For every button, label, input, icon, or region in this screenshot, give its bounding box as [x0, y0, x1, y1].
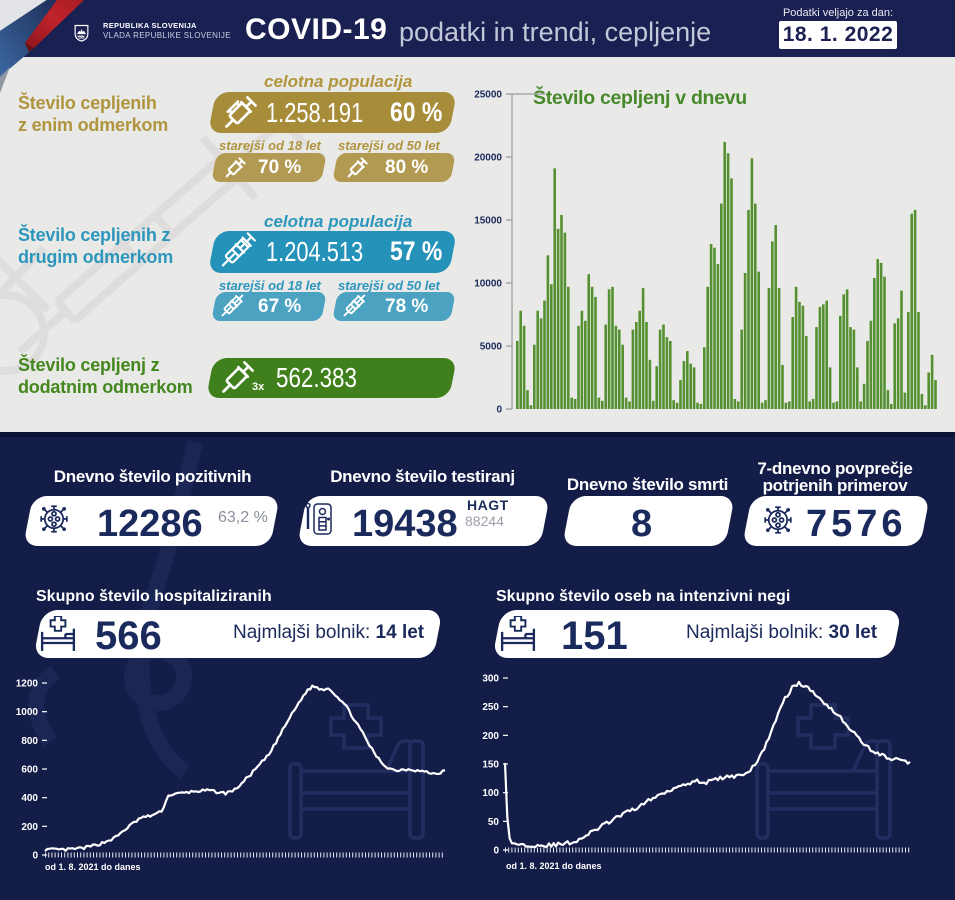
svg-text:0: 0	[32, 851, 38, 862]
svg-text:150: 150	[482, 760, 499, 771]
svg-text:400: 400	[21, 793, 38, 804]
svg-text:1000: 1000	[16, 707, 39, 718]
svg-text:0: 0	[493, 846, 499, 857]
svg-text:200: 200	[21, 822, 38, 833]
svg-text:15000: 15000	[474, 216, 502, 227]
svg-text:20000: 20000	[474, 153, 502, 164]
svg-text:25000: 25000	[474, 90, 502, 101]
svg-text:300: 300	[482, 674, 499, 685]
svg-text:50: 50	[488, 817, 500, 828]
svg-text:10000: 10000	[474, 279, 502, 290]
svg-text:600: 600	[21, 765, 38, 776]
svg-text:1200: 1200	[16, 679, 39, 690]
svg-text:250: 250	[482, 702, 499, 713]
svg-text:800: 800	[21, 736, 38, 747]
svg-text:200: 200	[482, 731, 499, 742]
svg-text:0: 0	[496, 405, 502, 416]
svg-text:5000: 5000	[480, 342, 503, 353]
svg-text:100: 100	[482, 788, 499, 799]
